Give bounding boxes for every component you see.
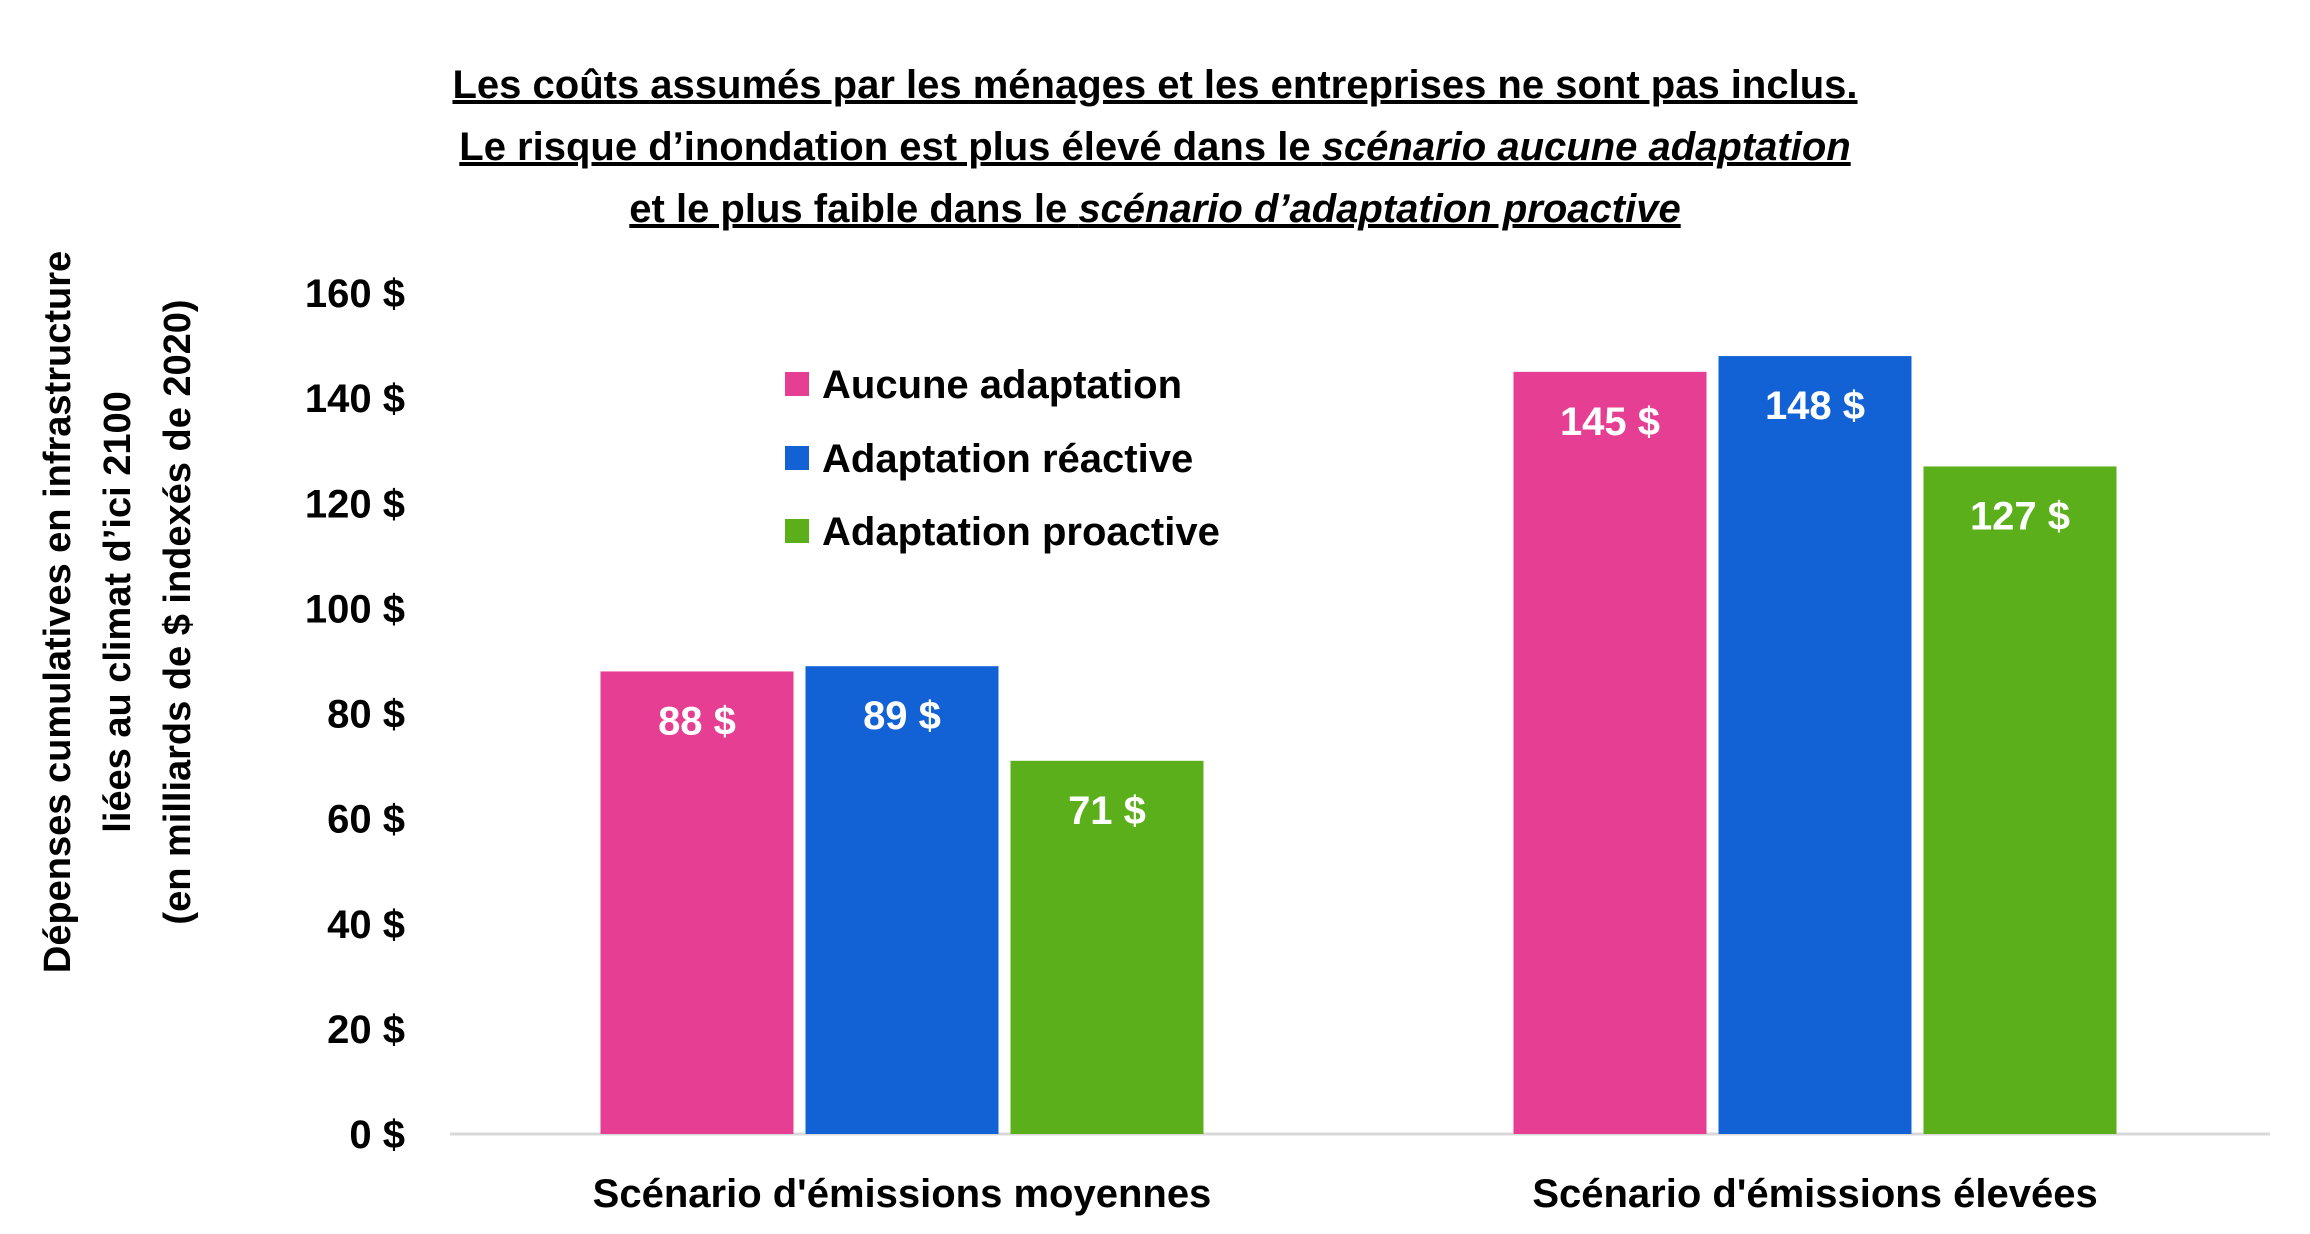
bar-1-2 xyxy=(1513,371,1707,1134)
bar-3-2 xyxy=(1923,466,2117,1134)
bar-2-1 xyxy=(805,666,999,1134)
y-tick-label: 40 $ xyxy=(327,903,405,947)
chart-title: Les coûts assumés par les ménages et les… xyxy=(452,63,1857,231)
x-category-label: Scénario d'émissions moyennes xyxy=(593,1172,1212,1216)
x-axis-categories: Scénario d'émissions moyennes Scénario d'… xyxy=(593,1172,2098,1216)
y-tick-label: 0 $ xyxy=(349,1113,405,1157)
bar-2-2 xyxy=(1718,356,1912,1134)
data-label: 88 $ xyxy=(658,699,736,743)
data-label: 127 $ xyxy=(1970,494,2070,538)
chart-title-segment: scénario d’adaptation proactive xyxy=(1078,187,1680,231)
data-label: 89 $ xyxy=(863,694,941,738)
y-axis-label: Dépenses cumulatives en infrastructure li… xyxy=(37,251,199,973)
data-labels: 88 $ 89 $ 71 $ 145 $ 148 $ 127 $ xyxy=(658,384,2070,833)
bar-1-1 xyxy=(600,671,794,1134)
chart-title-segment: Les coûts assumés par les ménages et les… xyxy=(452,63,1857,107)
chart-title-segment: scénario aucune adaptation xyxy=(1322,125,1851,169)
y-tick-label: 120 $ xyxy=(305,482,405,526)
y-axis-label-line-3: (en milliards de $ indexés de 2020) xyxy=(157,299,199,924)
legend-swatch xyxy=(785,372,809,396)
y-axis-label-line-1: Dépenses cumulatives en infrastructure xyxy=(37,251,79,973)
chart-title-segment: Le risque d’inondation est plus élevé da… xyxy=(459,125,1321,169)
legend-label: Adaptation réactive xyxy=(822,437,1193,481)
legend: Aucune adaptation Adaptation réactive Adap… xyxy=(785,363,1220,554)
chart-title-segment: et le plus faible dans le xyxy=(629,187,1078,231)
legend-swatch xyxy=(785,519,809,543)
bars xyxy=(600,356,2117,1134)
y-axis-label-line-2: liées au climat d’ici 2100 xyxy=(97,391,139,832)
data-label: 71 $ xyxy=(1068,789,1146,833)
chart-title-line-2: Le risque d’inondation est plus élevé da… xyxy=(459,125,1850,169)
y-axis-ticks: 0 $ 20 $ 40 $ 60 $ 80 $ 100 $ 120 $ 140 $ 160 $ xyxy=(305,272,405,1157)
y-tick-label: 20 $ xyxy=(327,1008,405,1052)
y-tick-label: 60 $ xyxy=(327,798,405,842)
y-tick-label: 160 $ xyxy=(305,272,405,316)
chart-title-line-3: et le plus faible dans le scénario d’ada… xyxy=(629,187,1680,231)
y-tick-label: 80 $ xyxy=(327,693,405,737)
legend-label: Adaptation proactive xyxy=(822,510,1220,554)
x-category-label: Scénario d'émissions élevées xyxy=(1532,1172,2097,1216)
y-tick-label: 100 $ xyxy=(305,587,405,631)
data-label: 145 $ xyxy=(1560,400,1660,444)
legend-swatch xyxy=(785,446,809,470)
chart-title-line-1: Les coûts assumés par les ménages et les… xyxy=(452,63,1857,107)
bar-3-1 xyxy=(1010,760,1204,1134)
y-tick-label: 140 $ xyxy=(305,377,405,421)
data-label: 148 $ xyxy=(1765,384,1865,428)
legend-label: Aucune adaptation xyxy=(822,363,1182,407)
